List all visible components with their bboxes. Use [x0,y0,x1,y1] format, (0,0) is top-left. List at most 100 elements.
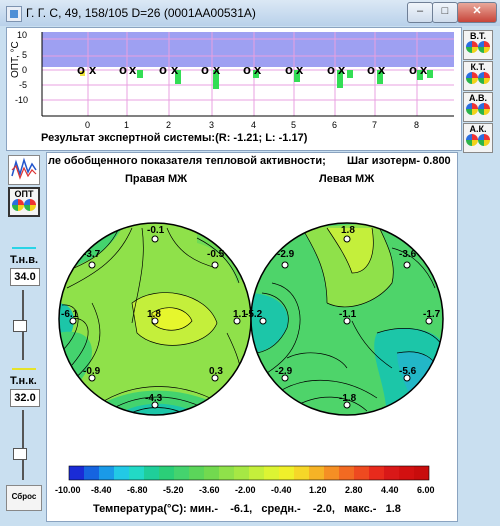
marker-x: x [338,62,346,77]
marker-o: o [119,62,127,77]
tnk-slider-thumb[interactable] [13,448,27,460]
vt-ball-icon [466,41,478,53]
waveform-icon [11,157,37,180]
measure-point[interactable] [403,261,411,269]
marker-x: x [254,62,262,77]
av-button[interactable]: А.В. [463,92,493,122]
point-value: -1.8 [339,393,357,404]
right-points [69,235,241,409]
point-value: -1.7 [423,309,441,320]
scale-tick: -3.60 [199,485,220,495]
x-tick: 5 [291,120,296,130]
right-breast-title: Правая МЖ [125,173,188,185]
scale-tick: -5.20 [163,485,184,495]
temperature-stats: Температура(°С): мин.- -6.1, средн.- -2.… [93,503,401,515]
bar [253,70,259,78]
measure-point[interactable] [343,235,351,243]
av-ball-icon [466,103,478,115]
measure-point[interactable] [281,261,289,269]
kt-button[interactable]: К.Т. [463,61,493,91]
marker-x: x [296,62,304,77]
measure-point[interactable] [343,317,351,325]
measure-point[interactable] [259,317,267,325]
bars [80,70,433,89]
y-tick: -5 [19,80,27,90]
tnv-color-line [12,247,36,249]
point-value: -0.5 [207,249,225,260]
x-tick: 7 [372,120,377,130]
y-tick: -10 [15,95,28,105]
tnv-label: Т.н.в. [10,254,39,266]
measure-point[interactable] [233,317,241,325]
opt-chart: 10 5 0 -5 -10 ОПТ, °С o x [10,30,454,130]
measure-point[interactable] [69,317,77,325]
measure-point[interactable] [281,374,289,382]
opt-button[interactable]: ОПТ [8,187,40,217]
measure-point[interactable] [211,374,219,382]
scale-tick: 2.80 [345,485,363,495]
x-tick: 1 [124,120,129,130]
minimize-button[interactable]: – [407,2,433,23]
marker-o: o [367,62,375,77]
marker-x: x [89,62,97,77]
marker-o: o [327,62,335,77]
measure-point[interactable] [151,317,159,325]
reset-button[interactable]: Сброс [6,485,42,511]
bar [294,70,300,82]
opt-ball-icon [24,199,36,211]
measure-point[interactable] [88,261,96,269]
measure-point[interactable] [88,374,96,382]
point-value: 1.8 [341,225,355,236]
tnv-input[interactable]: 34.0 [10,268,40,286]
point-value: -3.7 [83,249,101,260]
vt-label: В.Т. [470,31,486,41]
kt-ball-icon [478,72,490,84]
measure-point[interactable] [343,401,351,409]
av-ball-icon [478,103,490,115]
marker-x: x [378,62,386,77]
vt-button[interactable]: В.Т. [463,30,493,60]
waveform-button[interactable] [8,155,40,185]
kt-ball-icon [466,72,478,84]
marker-o: o [409,62,417,77]
marker-x: x [213,62,221,77]
left-breast-outline [250,222,444,416]
bar [80,71,85,76]
tnv-slider-thumb[interactable] [13,320,27,332]
x-tick: 0 [85,120,90,130]
measure-point[interactable] [151,235,159,243]
ak-button[interactable]: А.К. [463,123,493,153]
bar [175,70,181,84]
av-label: А.В. [469,93,487,103]
scale-tick: 1.20 [309,485,327,495]
measure-point[interactable] [403,374,411,382]
ak-ball-icon [478,134,490,146]
measure-point[interactable] [151,401,159,409]
color-scale [68,465,430,481]
close-button[interactable]: ✕ [457,2,497,23]
tnk-color-line [12,368,36,370]
maximize-button[interactable]: □ [432,2,458,23]
point-value: -5.2 [245,309,263,320]
point-value: 0.3 [209,366,223,377]
point-value: -5.6 [399,366,417,377]
tnk-input[interactable]: 32.0 [10,389,40,407]
x-tick: 8 [414,120,419,130]
x-tick: 6 [332,120,337,130]
left-points [259,235,433,409]
point-value: -2.9 [277,249,295,260]
marker-x: x [420,62,428,77]
vt-ball-icon [478,41,490,53]
y-tick: 10 [17,30,27,40]
bar [347,70,353,78]
scale-tick: -2.00 [235,485,256,495]
measure-point[interactable] [211,261,219,269]
marker-o: o [159,62,167,77]
measure-point[interactable] [425,317,433,325]
result-text: Результат экспертной системы:(R: -1.21; … [41,132,308,144]
point-value: -4.3 [145,393,163,404]
tnk-slider-track[interactable] [22,410,24,480]
bar [137,70,143,78]
left-point-labels: 1.8 -2.9 -3.6 -5.2 -1.1 -1.7 -2.9 -5.6 -… [245,225,441,404]
